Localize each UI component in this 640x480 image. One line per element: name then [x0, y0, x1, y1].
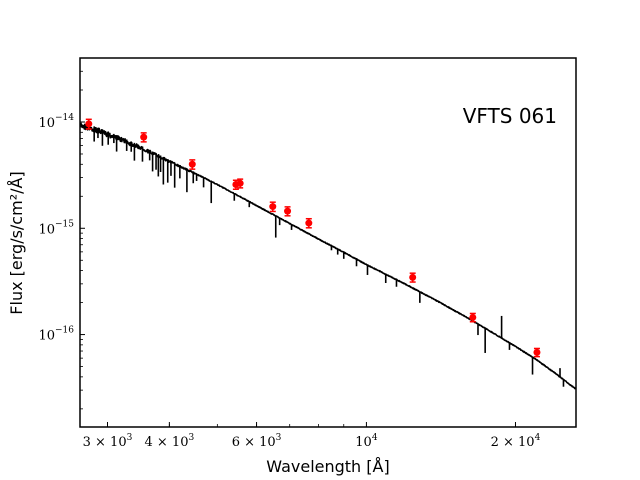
photometry-point: [269, 203, 277, 211]
photometry-point: [236, 179, 244, 187]
photometry-point: [188, 160, 196, 168]
spectrum-layer: [80, 122, 577, 390]
photometry-point: [85, 120, 93, 128]
photometry-point: [284, 207, 292, 215]
y-axis-label: Flux [erg/s/cm²/Å]: [7, 171, 26, 314]
y-tick-label: 10−16: [38, 326, 74, 344]
y-tick-label: 10−15: [38, 219, 74, 237]
x-tick-label: 3 × 103: [83, 433, 133, 450]
plot-background: [80, 58, 576, 427]
photometry-point: [409, 273, 417, 281]
plot-frame: [79, 57, 577, 428]
x-tick-label: 6 × 103: [232, 433, 282, 450]
photometry-point: [533, 348, 541, 356]
photometry-layer: [85, 118, 541, 358]
x-tick-label: 4 × 103: [145, 433, 195, 450]
x-tick-label: 2 × 104: [491, 433, 541, 450]
y-tick-label: 10−14: [38, 113, 74, 131]
photometry-point: [469, 313, 477, 321]
tick-labels: 3 × 103 4 × 103 6 × 103 104 2 × 104 10−14 10−1…: [38, 113, 540, 450]
object-annotation: VFTS 061: [463, 104, 557, 128]
photometry-point: [305, 219, 313, 227]
x-tick-label: 104: [355, 433, 378, 450]
photometry-point: [140, 133, 148, 141]
x-axis-label: Wavelength [Å]: [266, 457, 389, 476]
